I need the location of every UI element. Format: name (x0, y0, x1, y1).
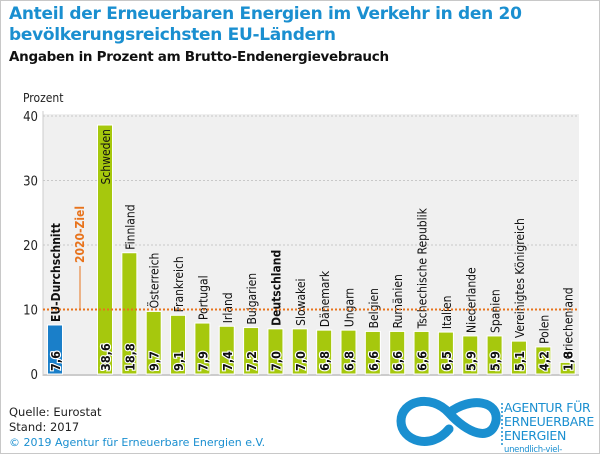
bar (559, 361, 576, 375)
bar (364, 330, 381, 375)
value-label: 38,6 (98, 343, 113, 371)
value-label: 4,2 (536, 351, 551, 371)
value-label: 6,6 (366, 351, 381, 371)
y-tick-label: 20 (23, 239, 38, 254)
bar (389, 330, 406, 375)
bar (267, 328, 284, 375)
value-label: 7,2 (244, 351, 259, 371)
bar (413, 330, 430, 375)
category-label: Dänemark (318, 270, 332, 327)
value-label: 7,4 (220, 351, 235, 371)
category-label: Bulgarien (245, 273, 259, 325)
category-label: Belgien (367, 288, 381, 328)
category-label: Ungarn (343, 288, 357, 327)
y-tick-label: 10 (23, 304, 38, 319)
bar (340, 329, 357, 375)
bar (243, 327, 260, 375)
y-tick-label: 30 (23, 175, 38, 190)
value-label: 7,9 (195, 351, 210, 371)
category-label: Finnland (123, 204, 137, 249)
y-tick-label: 0 (31, 368, 38, 383)
category-label: Rumänien (391, 274, 405, 328)
bar (47, 324, 63, 375)
bar (170, 314, 187, 375)
bar (291, 328, 308, 375)
bar (437, 331, 454, 375)
category-label: Griechenland (562, 287, 576, 359)
bar (97, 124, 113, 375)
value-label: 1,8 (561, 351, 576, 371)
value-label: 9,7 (147, 351, 162, 371)
source-note: Quelle: Eurostat (9, 405, 102, 419)
value-label: 6,6 (415, 351, 430, 371)
category-label: Slowakei (294, 278, 308, 325)
category-label: Italien (440, 296, 454, 330)
y-axis-label: Prozent (23, 91, 63, 105)
value-label: 5,1 (512, 351, 527, 371)
y-tick-label: 40 (23, 110, 38, 125)
category-label: Spanien (489, 289, 503, 333)
category-label: Portugal (196, 275, 210, 320)
target-label: 2020-Ziel (73, 206, 87, 263)
bar (510, 340, 527, 375)
category-label: Frankreich (172, 256, 186, 312)
logo-url: unendlich-viel-energie.de (504, 445, 562, 454)
logo-line2: ERNEUERBARE (504, 414, 594, 429)
bar (218, 325, 235, 375)
value-label: 5,9 (463, 351, 478, 371)
logo-line1: AGENTUR FÜR (504, 400, 591, 415)
bar (486, 335, 503, 375)
bar (194, 322, 211, 375)
category-label: Tschechische Republik (416, 207, 430, 329)
category-label: EU-Durchschnitt (49, 223, 63, 322)
logo: AGENTUR FÜR ERNEUERBARE ENERGIEN unendli… (504, 401, 599, 454)
value-label: 7,6 (48, 351, 63, 371)
copyright-note: © 2019 Agentur für Erneuerbare Energien … (9, 436, 266, 449)
category-label: Niederlande (464, 267, 478, 333)
value-label: 7,0 (293, 351, 308, 371)
chart-title: Anteil der Erneuerbaren Energien im Verk… (9, 4, 522, 45)
category-label: Vereinigtes Königreich (513, 218, 527, 338)
logo-line3: ENERGIEN (504, 428, 567, 443)
bar (535, 346, 552, 375)
category-label: Irland (221, 292, 235, 323)
category-label: Polen (537, 315, 551, 344)
value-label: 6,5 (439, 351, 454, 371)
bar (316, 329, 333, 375)
bar (145, 310, 162, 375)
bar (462, 335, 479, 375)
value-label: 6,6 (390, 351, 405, 371)
value-label: 7,0 (268, 351, 283, 371)
value-label: 6,8 (317, 351, 332, 371)
value-label: 5,9 (488, 351, 503, 371)
status-note: Stand: 2017 (9, 420, 80, 434)
value-label: 18,8 (122, 343, 137, 371)
category-label: Deutschland (269, 250, 283, 326)
category-label: Schweden (99, 129, 113, 184)
value-label: 6,8 (342, 351, 357, 371)
category-label: Österreich (146, 253, 162, 309)
bar (121, 252, 138, 375)
value-label: 9,1 (171, 351, 186, 371)
chart-subtitle: Angaben in Prozent am Brutto-Endenergiev… (9, 49, 389, 65)
